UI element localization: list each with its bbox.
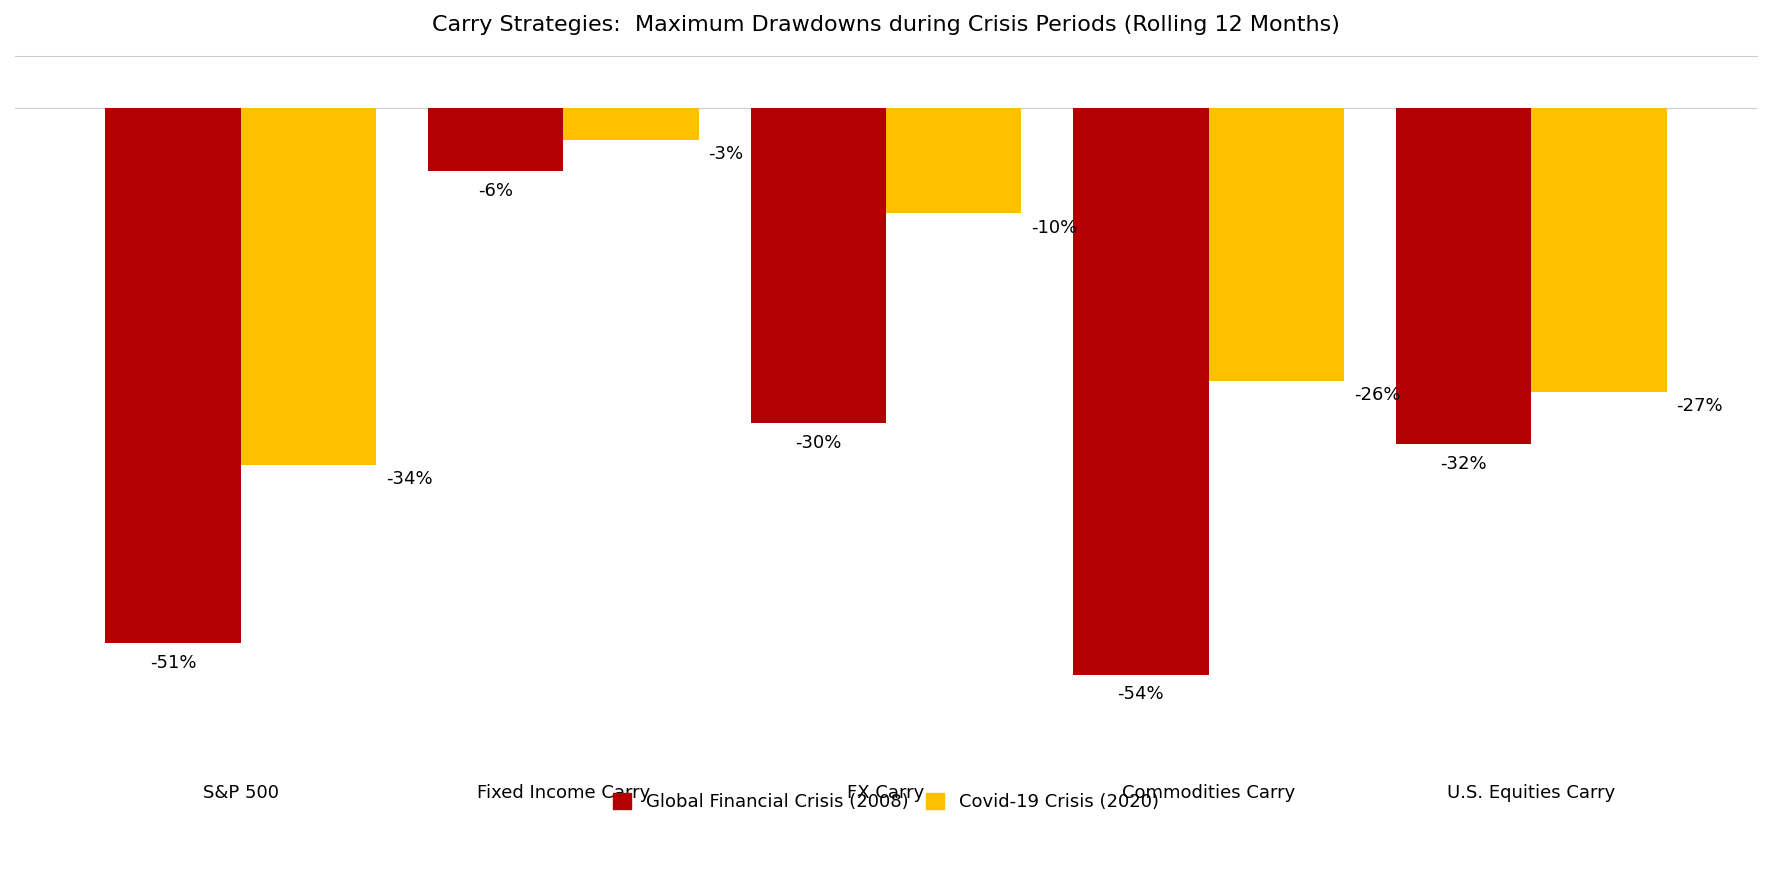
Bar <box>241 108 376 465</box>
Bar <box>563 108 698 140</box>
Title: Carry Strategies:  Maximum Drawdowns during Crisis Periods (Rolling 12 Months): Carry Strategies: Maximum Drawdowns duri… <box>432 15 1340 35</box>
Bar <box>751 108 886 423</box>
Text: -54%: -54% <box>1118 685 1164 703</box>
Bar <box>105 108 241 643</box>
Text: -51%: -51% <box>151 654 197 672</box>
Legend: Global Financial Crisis (2008), Covid-19 Crisis (2020): Global Financial Crisis (2008), Covid-19… <box>604 783 1168 820</box>
Text: -6%: -6% <box>478 182 514 200</box>
Bar <box>1531 108 1667 392</box>
Bar <box>886 108 1021 214</box>
Text: -10%: -10% <box>1031 219 1077 237</box>
Bar <box>427 108 563 171</box>
Text: -3%: -3% <box>709 145 744 163</box>
Bar <box>1209 108 1345 381</box>
Text: -32%: -32% <box>1441 455 1487 472</box>
Text: -34%: -34% <box>386 470 432 488</box>
Text: -26%: -26% <box>1354 386 1400 404</box>
Text: -30%: -30% <box>796 433 842 452</box>
Text: -27%: -27% <box>1676 397 1722 415</box>
Bar <box>1396 108 1531 444</box>
Bar <box>1074 108 1209 675</box>
